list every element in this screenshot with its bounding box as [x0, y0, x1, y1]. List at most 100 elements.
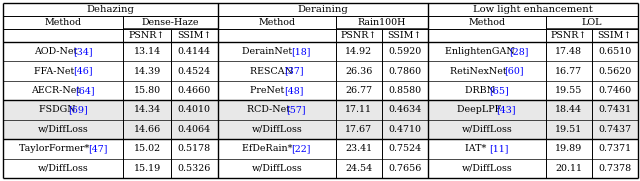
- Text: EnlightenGAN: EnlightenGAN: [445, 47, 518, 56]
- Bar: [218, 120, 428, 139]
- Bar: [3, 42, 218, 61]
- Text: Method: Method: [45, 18, 82, 27]
- Text: RetiNexNet: RetiNexNet: [450, 67, 509, 76]
- Text: Low light enhancement: Low light enhancement: [473, 5, 593, 14]
- Text: 0.7371: 0.7371: [598, 144, 632, 153]
- Text: 0.4524: 0.4524: [178, 67, 211, 76]
- Text: [22]: [22]: [292, 144, 311, 153]
- Text: 0.5620: 0.5620: [598, 67, 632, 76]
- Bar: [428, 42, 638, 61]
- Text: SSIM↑: SSIM↑: [388, 31, 422, 40]
- Text: 15.19: 15.19: [133, 164, 161, 173]
- Text: IAT*: IAT*: [465, 144, 489, 153]
- Bar: [428, 159, 638, 178]
- Text: 26.36: 26.36: [345, 67, 372, 76]
- Bar: [218, 100, 428, 120]
- Text: 0.4710: 0.4710: [388, 125, 421, 134]
- Bar: [218, 159, 428, 178]
- Text: 0.4064: 0.4064: [178, 125, 211, 134]
- Bar: [3, 3, 218, 16]
- Text: Dense-Haze: Dense-Haze: [142, 18, 200, 27]
- Text: [28]: [28]: [509, 47, 529, 56]
- Bar: [218, 139, 428, 159]
- Text: DerainNet: DerainNet: [243, 47, 296, 56]
- Text: 0.7431: 0.7431: [598, 106, 632, 115]
- Text: 23.41: 23.41: [345, 144, 372, 153]
- Text: 0.8580: 0.8580: [388, 86, 422, 95]
- Text: RESCAN: RESCAN: [250, 67, 296, 76]
- Text: 14.66: 14.66: [133, 125, 161, 134]
- Bar: [428, 29, 638, 42]
- Text: 24.54: 24.54: [345, 164, 372, 173]
- Text: [11]: [11]: [489, 144, 509, 153]
- Text: 0.5326: 0.5326: [178, 164, 211, 173]
- Bar: [428, 61, 638, 81]
- Text: AECR-Net: AECR-Net: [31, 86, 83, 95]
- Bar: [3, 100, 218, 120]
- Text: Rain100H: Rain100H: [358, 18, 406, 27]
- Text: [34]: [34]: [73, 47, 93, 56]
- Text: 15.80: 15.80: [134, 86, 161, 95]
- Text: 19.89: 19.89: [555, 144, 582, 153]
- Text: 0.4144: 0.4144: [178, 47, 211, 56]
- Text: 18.44: 18.44: [556, 106, 582, 115]
- Text: EfDeRain*: EfDeRain*: [243, 144, 296, 153]
- Text: TaylorFormer*: TaylorFormer*: [19, 144, 92, 153]
- Text: Dehazing: Dehazing: [86, 5, 134, 14]
- Bar: [428, 81, 638, 100]
- Text: DRBN: DRBN: [465, 86, 498, 95]
- Text: 14.39: 14.39: [133, 67, 161, 76]
- Bar: [428, 100, 638, 120]
- Text: AOD-Net: AOD-Net: [34, 47, 80, 56]
- Text: w/DiffLoss: w/DiffLoss: [38, 164, 88, 173]
- Text: 0.4010: 0.4010: [178, 106, 211, 115]
- Text: 15.02: 15.02: [134, 144, 161, 153]
- Text: 0.5920: 0.5920: [388, 47, 422, 56]
- Text: DeepLPF: DeepLPF: [458, 106, 504, 115]
- Bar: [428, 139, 638, 159]
- Text: 14.92: 14.92: [345, 47, 372, 56]
- Text: 26.77: 26.77: [345, 86, 372, 95]
- Text: PSNR↑: PSNR↑: [550, 31, 587, 40]
- Text: Method: Method: [258, 18, 296, 27]
- Text: [43]: [43]: [497, 106, 516, 115]
- Text: w/DiffLoss: w/DiffLoss: [252, 164, 302, 173]
- Bar: [218, 81, 428, 100]
- Text: Method: Method: [468, 18, 506, 27]
- Text: 0.7524: 0.7524: [388, 144, 422, 153]
- Text: LOL: LOL: [582, 18, 602, 27]
- Text: 0.5178: 0.5178: [178, 144, 211, 153]
- Bar: [3, 29, 218, 42]
- Bar: [3, 61, 218, 81]
- Text: w/DiffLoss: w/DiffLoss: [461, 125, 512, 134]
- Text: Deraining: Deraining: [298, 5, 348, 14]
- Text: w/DiffLoss: w/DiffLoss: [38, 125, 88, 134]
- Text: PSNR↑: PSNR↑: [340, 31, 377, 40]
- Text: 0.7437: 0.7437: [598, 125, 632, 134]
- Text: 17.67: 17.67: [345, 125, 372, 134]
- Bar: [3, 16, 218, 29]
- Text: 0.4660: 0.4660: [178, 86, 211, 95]
- Bar: [218, 3, 428, 16]
- Text: 17.11: 17.11: [345, 106, 372, 115]
- Text: 19.55: 19.55: [555, 86, 582, 95]
- Text: w/DiffLoss: w/DiffLoss: [252, 125, 302, 134]
- Bar: [428, 120, 638, 139]
- Text: [47]: [47]: [88, 144, 108, 153]
- Text: w/DiffLoss: w/DiffLoss: [461, 164, 512, 173]
- Bar: [218, 42, 428, 61]
- Text: 0.4634: 0.4634: [388, 106, 422, 115]
- Text: [37]: [37]: [284, 67, 304, 76]
- Text: 0.7860: 0.7860: [388, 67, 422, 76]
- Text: FFA-Net: FFA-Net: [34, 67, 77, 76]
- Text: [65]: [65]: [489, 86, 509, 95]
- Text: SSIM↑: SSIM↑: [177, 31, 212, 40]
- Text: 0.7656: 0.7656: [388, 164, 422, 173]
- Text: 17.48: 17.48: [556, 47, 582, 56]
- Text: RCD-Net: RCD-Net: [247, 106, 293, 115]
- Text: 0.6510: 0.6510: [598, 47, 632, 56]
- Text: 0.7378: 0.7378: [598, 164, 632, 173]
- Bar: [428, 16, 638, 29]
- Text: 16.77: 16.77: [555, 67, 582, 76]
- Bar: [218, 16, 428, 29]
